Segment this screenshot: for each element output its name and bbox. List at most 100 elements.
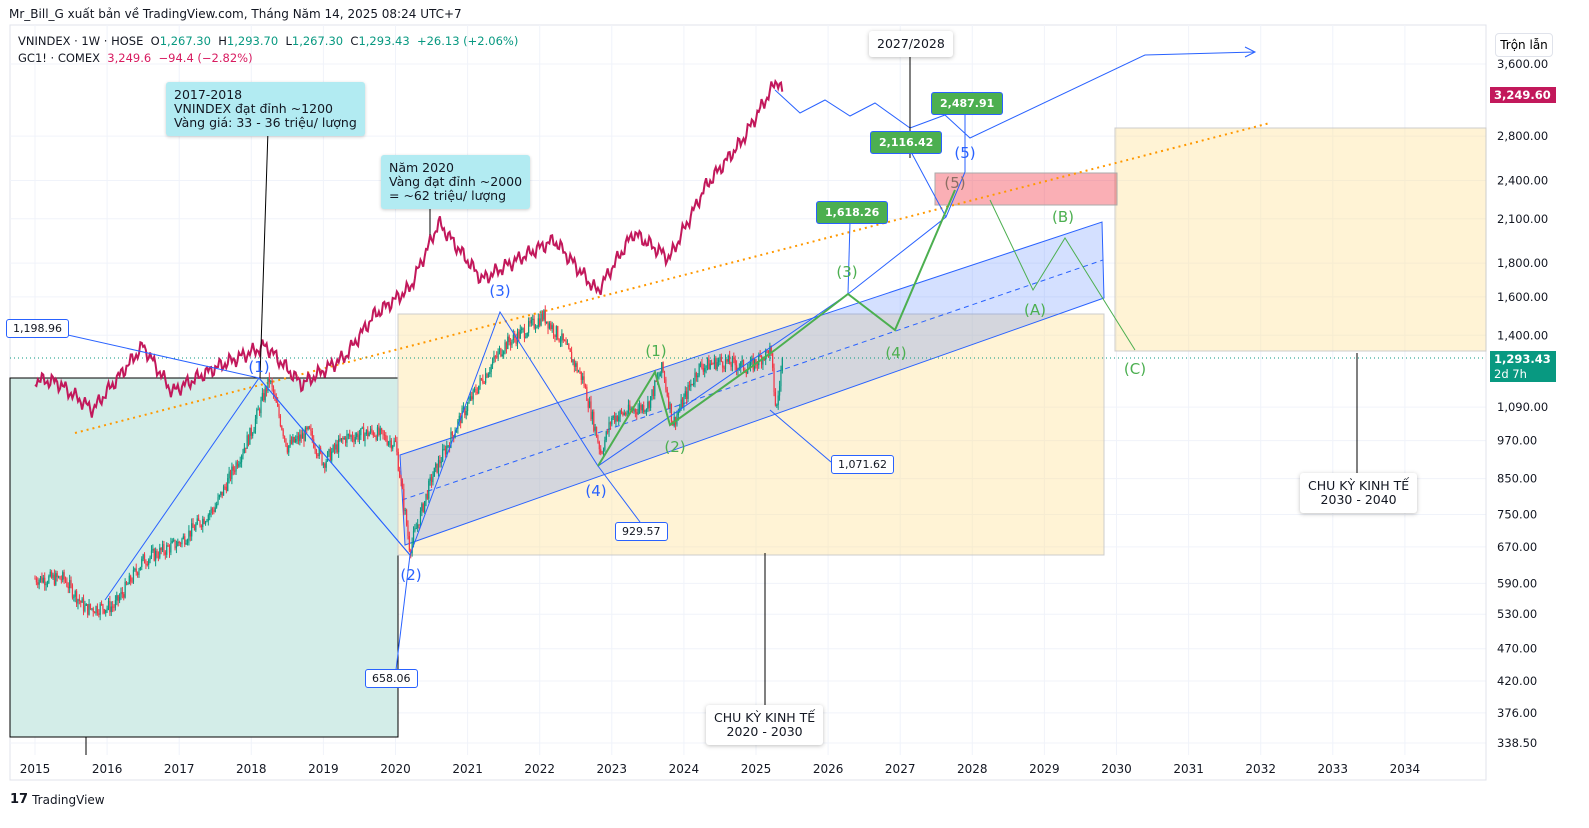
candle-body bbox=[418, 524, 420, 526]
candle-body bbox=[78, 599, 80, 601]
candle-body bbox=[479, 378, 481, 386]
candle-body bbox=[467, 403, 469, 411]
candle-body bbox=[705, 365, 707, 369]
candle-body bbox=[166, 545, 168, 555]
scale-mode-button[interactable]: Trộn lẫn bbox=[1495, 33, 1553, 57]
candle-body bbox=[512, 334, 514, 341]
target-label-2116[interactable]: 2,116.42 bbox=[870, 131, 943, 154]
note-2017-2018[interactable]: 2017-2018 VNINDEX đạt đỉnh ~1200 Vàng gi… bbox=[166, 82, 365, 136]
candle-body bbox=[430, 477, 433, 483]
candle-body bbox=[174, 539, 176, 549]
candle-body bbox=[584, 386, 587, 388]
candle-body bbox=[404, 509, 406, 511]
candle-body bbox=[713, 358, 716, 364]
candle-body bbox=[253, 429, 255, 434]
current-price-tag: 1,293.43 bbox=[1490, 351, 1556, 367]
target-label-2487[interactable]: 2,487.91 bbox=[931, 92, 1004, 115]
candle-body bbox=[523, 328, 526, 338]
candle-body bbox=[109, 600, 111, 613]
candle-body bbox=[80, 600, 82, 603]
candle-body bbox=[228, 471, 230, 479]
x-tick-label: 2016 bbox=[92, 762, 123, 776]
candle-body bbox=[85, 604, 87, 606]
candle-body bbox=[326, 452, 329, 462]
y-tick-label: 850.00 bbox=[1497, 472, 1537, 486]
symbol2-label[interactable]: GC1! · COMEX bbox=[18, 51, 100, 65]
candle-body bbox=[358, 435, 361, 440]
candle-body bbox=[310, 428, 312, 432]
candle-body bbox=[155, 550, 157, 561]
candle-body bbox=[708, 358, 710, 370]
candle-body bbox=[619, 410, 621, 417]
candle-body bbox=[400, 477, 402, 481]
candle-body bbox=[116, 595, 118, 601]
candle-body bbox=[227, 478, 229, 491]
candle-body bbox=[293, 437, 295, 443]
candle-body bbox=[214, 507, 216, 512]
y-tick-label: 1,800.00 bbox=[1497, 256, 1548, 270]
y-tick-label: 750.00 bbox=[1497, 508, 1537, 522]
candle-body bbox=[429, 477, 431, 481]
candle-body bbox=[569, 348, 571, 352]
price-label-1198[interactable]: 1,198.96 bbox=[6, 319, 69, 338]
candle-body bbox=[412, 531, 415, 543]
candle-body bbox=[321, 452, 323, 465]
candle-body bbox=[717, 360, 720, 363]
y-tick-label: 590.00 bbox=[1497, 576, 1537, 590]
y-tick-label: 470.00 bbox=[1497, 642, 1537, 656]
candle-body bbox=[159, 547, 161, 558]
candle-body bbox=[218, 495, 221, 498]
candle-body bbox=[421, 503, 423, 511]
candle-body bbox=[306, 427, 308, 430]
target-label-1618[interactable]: 1,618.26 bbox=[816, 201, 889, 224]
candle-body bbox=[747, 369, 749, 374]
candle-body bbox=[616, 416, 618, 422]
candle-body bbox=[589, 401, 591, 408]
candle-body bbox=[516, 331, 519, 344]
candle-body bbox=[541, 313, 544, 320]
candle-body bbox=[681, 399, 684, 408]
price-label-1071[interactable]: 1,071.62 bbox=[831, 455, 894, 474]
candle-body bbox=[339, 438, 341, 441]
x-tick-label: 2017 bbox=[164, 762, 195, 776]
candle-body bbox=[318, 447, 320, 457]
candle-body bbox=[295, 438, 297, 443]
candle-body bbox=[332, 445, 334, 452]
high-value: 1,293.70 bbox=[226, 34, 279, 48]
price-label-929[interactable]: 929.57 bbox=[615, 522, 668, 541]
callout-cycle-2030-2040[interactable]: CHU KỲ KINH TẾ 2030 - 2040 bbox=[1300, 473, 1418, 513]
tradingview-brand[interactable]: 𝟭𝟳 TradingView bbox=[10, 792, 105, 807]
candle-body bbox=[242, 452, 244, 456]
price-label-658[interactable]: 658.06 bbox=[365, 669, 418, 688]
candle-body bbox=[389, 440, 391, 443]
candle-body bbox=[683, 396, 685, 408]
candle-body bbox=[283, 435, 286, 439]
candle-body bbox=[688, 385, 691, 387]
wave-label-B: (B) bbox=[1052, 208, 1074, 226]
note-2020[interactable]: Năm 2020 Vàng đạt đỉnh ~2000 = ~62 triệu… bbox=[381, 155, 531, 209]
callout-2027-2028[interactable]: 2027/2028 bbox=[869, 31, 953, 57]
candle-body bbox=[117, 595, 119, 601]
candle-body bbox=[168, 546, 171, 553]
candle-body bbox=[415, 528, 417, 530]
candle-body bbox=[687, 385, 689, 399]
candle-body bbox=[767, 350, 770, 357]
candle-body bbox=[64, 579, 67, 582]
callout-cycle-2020-2030[interactable]: CHU KỲ KINH TẾ 2020 - 2030 bbox=[706, 705, 824, 745]
candle-body bbox=[131, 581, 133, 583]
candle-body bbox=[749, 360, 752, 368]
candle-body bbox=[622, 412, 624, 415]
wave-label-C: (C) bbox=[1123, 360, 1147, 378]
candle-body bbox=[34, 578, 36, 580]
candle-body bbox=[551, 325, 553, 330]
candle-body bbox=[602, 450, 605, 454]
candle-body bbox=[443, 448, 445, 450]
candle-body bbox=[179, 543, 182, 545]
candle-body bbox=[769, 346, 771, 357]
candle-body bbox=[250, 427, 252, 436]
x-tick-label: 2018 bbox=[236, 762, 267, 776]
candle-body bbox=[307, 426, 309, 430]
symbol-label[interactable]: VNINDEX · 1W · HOSE bbox=[18, 34, 144, 48]
candle-body bbox=[347, 434, 349, 436]
